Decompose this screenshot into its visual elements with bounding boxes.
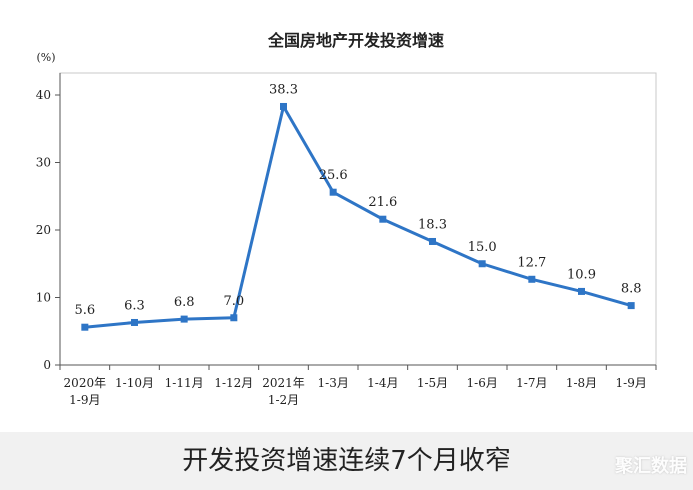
- data-label: 6.3: [124, 298, 145, 313]
- data-label: 15.0: [468, 240, 497, 255]
- caption-text: 开发投资增速连续7个月收窄: [182, 446, 511, 476]
- chart-title: 全国房地产开发投资增速: [267, 31, 444, 50]
- x-tick-label: 1-11月: [165, 376, 204, 390]
- data-point: [180, 315, 188, 323]
- data-label: 10.9: [567, 267, 596, 282]
- y-tick-label: 40: [36, 88, 51, 102]
- x-tick-label: 1-2月: [268, 393, 299, 407]
- x-tick-label: 1-6月: [467, 376, 498, 390]
- x-tick-label: 1-3月: [318, 376, 349, 390]
- data-label: 18.3: [418, 217, 447, 232]
- data-label: 5.6: [74, 303, 95, 318]
- x-tick-label: 2020年: [64, 376, 107, 390]
- x-tick-label: 1-4月: [367, 376, 398, 390]
- data-label: 21.6: [368, 195, 397, 210]
- data-label: 12.7: [517, 255, 546, 270]
- data-point: [280, 102, 287, 110]
- x-tick-label: 2021年: [262, 376, 305, 390]
- data-point: [478, 260, 486, 268]
- x-tick-label: 1-5月: [417, 376, 448, 390]
- y-axis-label: (%): [36, 51, 55, 64]
- x-tick-label: 1-9月: [69, 393, 100, 407]
- y-tick-label: 20: [36, 223, 51, 237]
- data-label: 7.0: [223, 294, 244, 309]
- data-point: [329, 188, 337, 196]
- x-tick-label: 1-12月: [214, 376, 253, 390]
- data-point: [379, 215, 387, 223]
- line-chart: 全国房地产开发投资增速 (%) 0 10 20 30 40 2020年 1-9月 1-10月 1…: [36, 31, 657, 407]
- series-line: [84, 104, 632, 329]
- x-tick-label: 1-9月: [616, 376, 647, 390]
- data-point: [429, 237, 436, 245]
- watermark-logo: 聚汇数据: [615, 456, 687, 477]
- data-point: [528, 275, 536, 283]
- y-tick-label: 0: [43, 358, 51, 372]
- data-label: 38.3: [269, 82, 298, 97]
- data-point: [81, 323, 89, 331]
- x-tick-label: 1-10月: [115, 376, 154, 390]
- data-point: [131, 318, 138, 326]
- data-point: [578, 287, 585, 295]
- data-label: 8.8: [621, 282, 642, 297]
- data-label: 6.8: [174, 295, 195, 310]
- data-point: [627, 302, 635, 310]
- caption-bar: [0, 432, 693, 490]
- y-tick-label: 30: [36, 156, 51, 170]
- x-tick-label: 1-7月: [516, 376, 547, 390]
- y-tick-label: 10: [36, 291, 51, 305]
- x-tick-label: 1-8月: [566, 376, 597, 390]
- data-label: 25.6: [319, 168, 348, 183]
- data-point: [230, 314, 238, 322]
